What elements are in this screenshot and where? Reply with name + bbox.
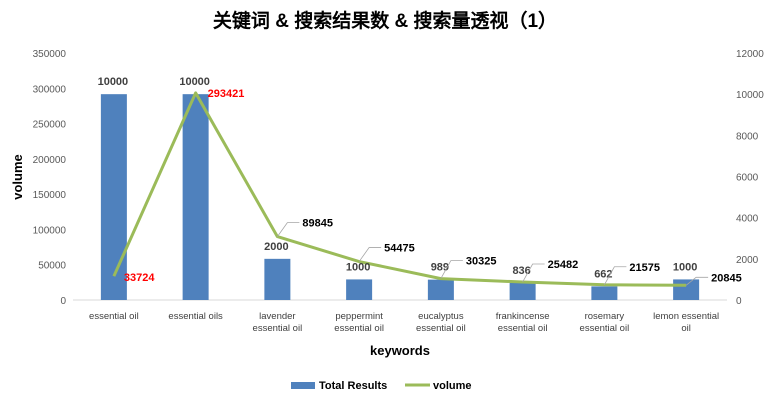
bar-total-results [673,279,700,300]
bar-total-results [182,94,209,301]
bar-data-label: 836 [512,265,530,277]
bar-data-label: 1000 [673,261,697,273]
x-axis-tick-label-line: rosemary [585,311,625,322]
x-axis-tick-label-line: essential oil [89,311,139,322]
x-axis-tick-label: eucalyptus essential oil [416,311,466,334]
data-label-leader-line [522,263,545,283]
bar-data-label: 2000 [264,241,288,253]
bar-data-label: 1000 [346,261,370,273]
line-data-label: 21575 [629,262,660,274]
right-axis-tick-label: 12000 [736,49,764,60]
left-axis-tick-label: 350000 [33,49,67,60]
data-label-leader-line [358,247,382,262]
legend-label-total-results: Total Results [319,380,387,392]
x-axis-tick-label-line: eucalyptus [418,311,464,322]
right-axis-tick-label: 6000 [736,173,759,184]
right-axis-tick-label: 10000 [736,90,764,101]
x-axis-tick-label-line: lemon essential [653,311,719,322]
line-data-label: 33724 [124,272,155,284]
x-axis-tick-label-line: essential oil [580,323,630,334]
right-axis-tick-label: 4000 [736,214,759,225]
left-axis-tick-label: 200000 [33,155,67,166]
legend-label-volume: volume [433,380,472,392]
x-axis-tick-label: frankincense essential oil [496,311,550,334]
line-data-label: 293421 [208,88,245,100]
right-axis-tick-label: 8000 [736,131,759,142]
right-axis-tick-label: 0 [736,296,742,307]
bar-total-results [346,279,373,300]
data-label-leader-line [277,222,300,237]
left-axis-tick-label: 100000 [33,225,67,236]
left-axis-tick-label: 150000 [33,190,67,201]
data-label-leader-line [685,276,709,286]
right-axis-tick-label: 2000 [736,255,759,266]
line-data-label: 54475 [384,243,415,255]
x-axis-tick-label-line: peppermint [335,311,383,322]
bar-data-label: 10000 [179,76,210,88]
x-axis-tick-label-line: frankincense [496,311,550,322]
bar-total-results [100,94,127,301]
x-axis-tick-label: essential oil [89,311,139,322]
data-label-leader-line [440,260,463,279]
bar-total-results [264,258,291,300]
x-axis-tick-label-line: essential oil [334,323,384,334]
bar-total-results [427,279,454,300]
bar-total-results [591,286,618,300]
x-axis-tick-label: peppermint essential oil [334,311,384,334]
x-axis-tick-label: lavender essential oil [253,311,303,334]
y-axis-title: volume [10,154,25,200]
x-axis-tick-label: essential oils [168,311,223,322]
x-axis-tick-label-line: essential oil [416,323,466,334]
x-axis-title: keywords [370,343,430,358]
left-axis-tick-label: 0 [60,296,66,307]
x-axis-tick-label-line: lavender [259,311,295,322]
left-axis-tick-label: 250000 [33,120,67,131]
bar-data-label: 662 [594,268,612,280]
x-axis-tick-label: lemon essential oil [653,311,719,334]
line-data-label: 20845 [711,272,742,284]
bar-data-label: 989 [431,262,449,274]
x-axis-tick-label-line: oil [681,323,691,334]
bar-total-results [509,282,536,300]
line-data-label: 25482 [548,259,579,271]
line-data-label: 30325 [466,256,497,268]
legend-swatch-total-results [291,382,315,389]
chart-title: 关键词 & 搜索结果数 & 搜索量透视（1） [213,9,557,32]
x-axis-tick-label-line: essential oil [498,323,548,334]
bar-data-label: 10000 [98,76,129,88]
line-volume [112,91,687,287]
x-axis-tick-label-line: essential oils [168,311,223,322]
x-axis-tick-label-line: essential oil [253,323,303,334]
x-axis-tick-label: rosemary essential oil [580,311,630,334]
data-label-leader-line [604,266,627,285]
left-axis-tick-label: 50000 [38,261,66,272]
line-data-label: 89845 [302,218,333,230]
legend: Total Results volume [291,380,472,392]
left-axis-tick-label: 300000 [33,84,67,95]
